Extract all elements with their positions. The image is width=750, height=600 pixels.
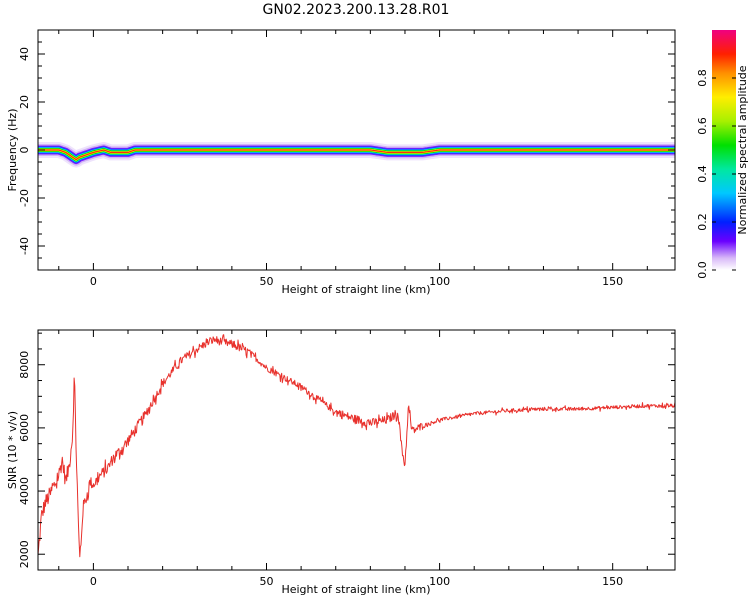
snr-ylabel: SNR (10 * v/v): [6, 411, 19, 489]
spectrogram-xtick-label: 0: [90, 275, 97, 288]
colorbar: 0.0 0.2 0.4 0.6 0.8 Normalized spectral ampl…: [696, 30, 749, 279]
snr-ticks: 0 50 100 150 2000 4000 6000 8000: [18, 330, 675, 588]
colorbar-tick-label: 0.0: [696, 261, 709, 279]
snr-ytick-label: 4000: [18, 477, 31, 505]
colorbar-tick-label: 0.8: [696, 69, 709, 87]
colorbar-ticks: 0.0 0.2 0.4 0.6 0.8: [696, 69, 736, 279]
colorbar-tick-label: 0.2: [696, 213, 709, 231]
snr-ytick-label: 6000: [18, 414, 31, 442]
spectral-ridge: [38, 142, 675, 168]
spectral-ridge-band: [38, 149, 675, 161]
spectrogram-xlabel: Height of straight line (km): [281, 283, 430, 296]
snr-ytick-label: 8000: [18, 351, 31, 379]
colorbar-tick-label: 0.4: [696, 165, 709, 183]
snr-series-line: [38, 334, 675, 558]
snr-plot-area: [38, 330, 675, 570]
snr-ytick-label: 2000: [18, 540, 31, 568]
figure-title: GN02.2023.200.13.28.R01: [263, 2, 450, 18]
colorbar-label: Normalized spectral amplitude: [736, 65, 749, 234]
snr-xtick-label: 0: [90, 575, 97, 588]
spectrogram-xtick-label: 100: [429, 275, 450, 288]
snr-frame: [37, 329, 676, 571]
snr-xtick-label: 150: [602, 575, 623, 588]
spectrogram-ytick-label: 0: [18, 147, 31, 154]
spectrogram-panel: 0 50 100 150 -40 -20 0 20 40 Height of straight …: [6, 29, 676, 296]
spectrogram-ytick-label: 20: [18, 95, 31, 109]
snr-panel: 0 50 100 150 2000 4000 6000 8000 Height of stra…: [6, 329, 676, 596]
snr-xtick-label: 50: [259, 575, 273, 588]
spectrogram-xtick-label: 150: [602, 275, 623, 288]
spectrogram-ytick-label: -20: [18, 189, 31, 207]
spectrogram-ylabel: Frequency (Hz): [6, 109, 19, 192]
snr-xtick-label: 100: [429, 575, 450, 588]
spectrogram-ticks: 0 50 100 150 -40 -20 0 20 40: [18, 29, 675, 288]
spectrogram-xtick-label: 50: [259, 275, 273, 288]
colorbar-tick-label: 0.6: [696, 117, 709, 135]
colorbar-gradient: [712, 30, 736, 270]
spectrogram-ytick-label: 40: [18, 47, 31, 61]
spectrogram-ytick-label: -40: [18, 237, 31, 255]
snr-xlabel: Height of straight line (km): [281, 583, 430, 596]
